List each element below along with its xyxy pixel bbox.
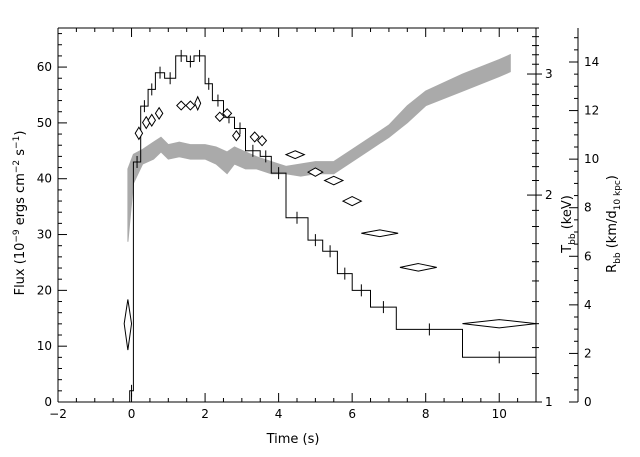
temperature-point: [176, 100, 187, 111]
temperature-point: [194, 95, 202, 112]
temperature-point: [307, 167, 324, 177]
temperature-point: [214, 111, 225, 123]
temperature-tick-label: 1: [545, 395, 553, 409]
radius-tick-label: 2: [584, 346, 592, 360]
temperature-point: [249, 131, 260, 143]
flux-tick-label: 40: [37, 172, 52, 186]
temperature-point: [399, 263, 437, 272]
x-tick-label: 8: [422, 407, 430, 421]
temperature-point: [134, 126, 144, 141]
radius-band-layer: [127, 53, 511, 242]
temperature-point: [323, 175, 345, 186]
radius-tick-label: 14: [584, 55, 599, 69]
flux-histogram-layer: [129, 49, 536, 402]
temperature-point: [154, 106, 164, 120]
flux-tick-label: 20: [37, 283, 52, 297]
temperature-point: [232, 130, 241, 142]
flux-tick-label: 10: [37, 339, 52, 353]
x-tick-label: 10: [492, 407, 507, 421]
temperature-tick-label: 3: [545, 67, 553, 81]
radius-tick-label: 10: [584, 152, 599, 166]
x-axis-title: Time (s): [266, 432, 320, 447]
flux-tick-label: 0: [44, 395, 52, 409]
radius-tick-label: 0: [584, 395, 592, 409]
temperature-point: [462, 319, 537, 329]
temperature-point: [123, 299, 133, 351]
x-tick-label: 4: [275, 407, 283, 421]
x-tick-label: −2: [49, 407, 67, 421]
flux-tick-label: 30: [37, 228, 52, 242]
radius-axis-title: Rbb (km/d10 kpc): [605, 175, 623, 273]
radius-tick-label: 6: [584, 249, 592, 263]
temperature-point: [256, 134, 268, 147]
temperature-point: [185, 100, 196, 111]
temperature-point: [222, 108, 233, 119]
x-tick-label: 6: [348, 407, 356, 421]
temperature-point: [341, 196, 363, 207]
temperature-point: [284, 150, 306, 160]
radius-tick-label: 8: [584, 201, 592, 215]
radius-tick-label: 12: [584, 104, 599, 118]
flux-tick-label: 50: [37, 116, 52, 130]
temperature-tick-label: 2: [545, 188, 553, 202]
temperature-axis-title: Tbb (keV): [560, 195, 578, 254]
x-tick-label: 0: [128, 407, 136, 421]
temperature-point: [147, 113, 157, 128]
x-tick-label: 2: [201, 407, 209, 421]
temperature-point: [361, 229, 399, 238]
left-axis-title: Flux (10−9 ergs cm−2 s−1): [12, 131, 28, 296]
axes-layer: [57, 27, 579, 403]
radius-tick-label: 4: [584, 298, 592, 312]
radius-band: [127, 53, 511, 242]
flux-tick-label: 60: [37, 60, 52, 74]
temperature-diamonds-layer: [123, 95, 537, 351]
flux-histogram: [129, 55, 536, 402]
